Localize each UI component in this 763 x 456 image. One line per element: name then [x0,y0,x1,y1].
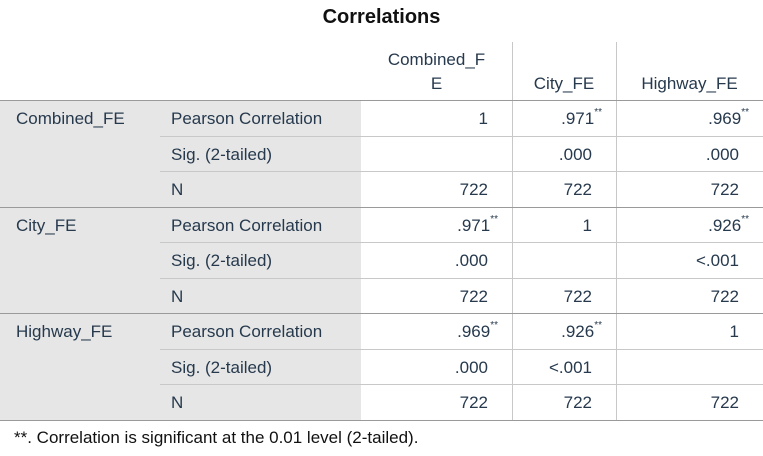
value-text: .000 [558,144,592,164]
value-cell: .971** [361,213,512,236]
value-text: 722 [459,286,488,306]
value-cell: 722 [616,180,763,200]
significance-marker: ** [490,320,498,331]
value-cell: 722 [361,180,512,200]
value-cell: .000 [361,251,512,271]
value-text: 722 [710,393,739,412]
value-text: 722 [563,286,592,306]
value-cell: 722 [361,287,512,307]
value-text: 722 [459,393,488,412]
variable-label: Combined_FE [16,109,125,128]
column-header: City_FE [533,74,595,93]
row-rule [160,277,763,279]
value-text: .971 [457,215,491,235]
stat-label: Pearson Correlation [171,322,323,341]
row-rule [160,135,763,137]
value-cell: .969** [616,107,763,129]
stat-label: Sig. (2-tailed) [171,144,273,164]
stat-label: N [171,180,184,199]
value-cell: .969** [361,320,512,342]
value-cell: 1 [361,109,512,129]
value-cell: .000 [512,145,616,165]
significance-marker: ** [490,213,498,225]
value-text: 722 [710,286,739,306]
value-text: 722 [563,393,592,412]
value-cell: 1 [616,322,763,342]
column-header: Highway_FE [641,74,738,93]
value-text: 722 [710,180,739,199]
significance-marker: ** [741,213,749,225]
value-cell: 722 [512,393,616,413]
column-divider [616,42,617,420]
value-text: .000 [454,357,488,377]
stat-label: Sig. (2-tailed) [171,251,273,270]
value-cell: 722 [616,287,763,307]
value-text: .926 [708,215,742,235]
value-cell: .971** [512,107,616,129]
stat-label: Pearson Correlation [171,215,323,235]
row-rule [160,348,763,350]
value-text: 722 [563,180,592,199]
group-rule [0,313,763,314]
table-title: Correlations [322,6,441,28]
column-divider [512,42,513,420]
significance-marker: ** [594,107,602,118]
value-text: 1 [582,215,592,235]
stat-label: Sig. (2-tailed) [171,357,273,377]
value-cell: .000 [616,145,763,165]
value-cell: .926** [616,213,763,236]
stat-label: N [171,393,184,412]
value-cell: <.001 [512,358,616,378]
column-header-line: E [430,74,443,93]
value-cell: 1 [512,216,616,236]
variable-label: City_FE [16,215,77,235]
stat-label: Pearson Correlation [171,109,323,128]
group-rule [0,206,763,208]
row-label-area [0,100,361,420]
value-cell: .926** [512,320,616,342]
value-cell: 722 [512,287,616,307]
value-cell: 722 [361,393,512,413]
header-rule [0,100,763,101]
stat-label: N [171,286,184,306]
value-text: 722 [459,180,488,199]
significance-marker: ** [741,107,749,118]
significance-marker: ** [594,320,602,331]
value-text: .000 [705,144,739,164]
value-cell: 722 [512,180,616,200]
value-text: 1 [729,322,739,341]
column-header: Combined_F E [361,48,512,96]
column-header-line: Combined_F [387,50,486,69]
footnote: **. Correlation is significant at the 0.… [14,428,419,447]
value-cell: 722 [616,393,763,413]
value-text: .969 [708,109,742,128]
group-rule [0,419,763,421]
value-text: .000 [454,251,488,270]
value-text: <.001 [548,357,592,377]
value-text: .971 [561,109,595,128]
value-cell: <.001 [616,251,763,271]
row-rule [160,242,763,243]
correlations-table: Combined_F E City_FE Highway_FE Combined_FE P… [0,42,763,421]
variable-label: Highway_FE [16,322,113,341]
value-text: .926 [561,322,595,341]
row-rule [160,171,763,172]
value-text: 1 [478,109,488,128]
value-text: .969 [457,322,491,341]
value-cell: .000 [361,358,512,378]
row-rule [160,384,763,385]
value-text: <.001 [695,251,739,270]
